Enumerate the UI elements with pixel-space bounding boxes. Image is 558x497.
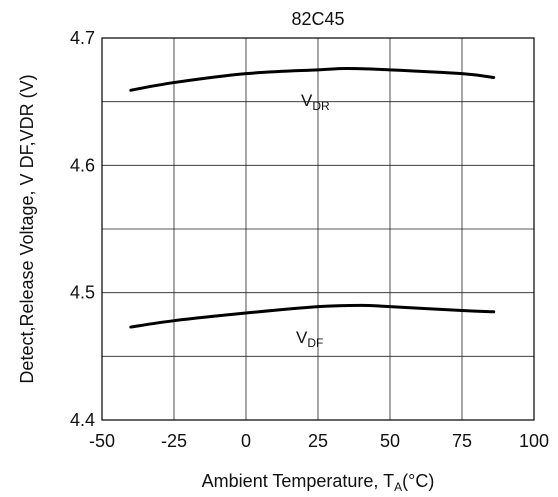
- y-tick-label: 4.7: [70, 28, 95, 48]
- chart-title: 82C45: [291, 9, 344, 29]
- x-tick-label: -50: [89, 431, 115, 451]
- y-tick-labels: 4.4 4.5 4.6 4.7: [70, 28, 95, 430]
- x-tick-label: -25: [161, 431, 187, 451]
- x-tick-label: 100: [519, 431, 549, 451]
- series-group: [129, 67, 496, 329]
- x-tick-label: 50: [380, 431, 400, 451]
- series-line-vdr: [129, 67, 496, 92]
- series-label-vdf-sub: DF: [307, 336, 323, 350]
- x-axis-label-suffix: (°C): [402, 471, 434, 491]
- series-line-vdf: [129, 303, 496, 329]
- x-tick-label: 75: [452, 431, 472, 451]
- y-tick-label: 4.6: [70, 155, 95, 175]
- plot-frame: [101, 37, 535, 421]
- x-tick-label: 0: [241, 431, 251, 451]
- x-axis-label-sub: A: [394, 480, 402, 494]
- x-axis-label-main: Ambient Temperature, T: [202, 471, 394, 491]
- grid-lines: [102, 38, 534, 420]
- series-label-vdr-main: V: [301, 91, 313, 110]
- y-tick-label: 4.4: [70, 410, 95, 430]
- x-tick-label: 25: [308, 431, 328, 451]
- y-tick-label: 4.5: [70, 283, 95, 303]
- series-label-vdr-sub: DR: [312, 99, 330, 113]
- x-tick-labels: -50 -25 0 25 50 75 100: [89, 431, 549, 451]
- x-axis-label: Ambient Temperature, TA(°C): [202, 471, 435, 494]
- y-axis-label: Detect,Release Voltage, V DF,VDR (V): [17, 74, 37, 383]
- series-label-vdf-main: V: [296, 328, 308, 347]
- series-label-vdr: VDR: [301, 91, 330, 113]
- series-label-vdf: VDF: [296, 328, 323, 350]
